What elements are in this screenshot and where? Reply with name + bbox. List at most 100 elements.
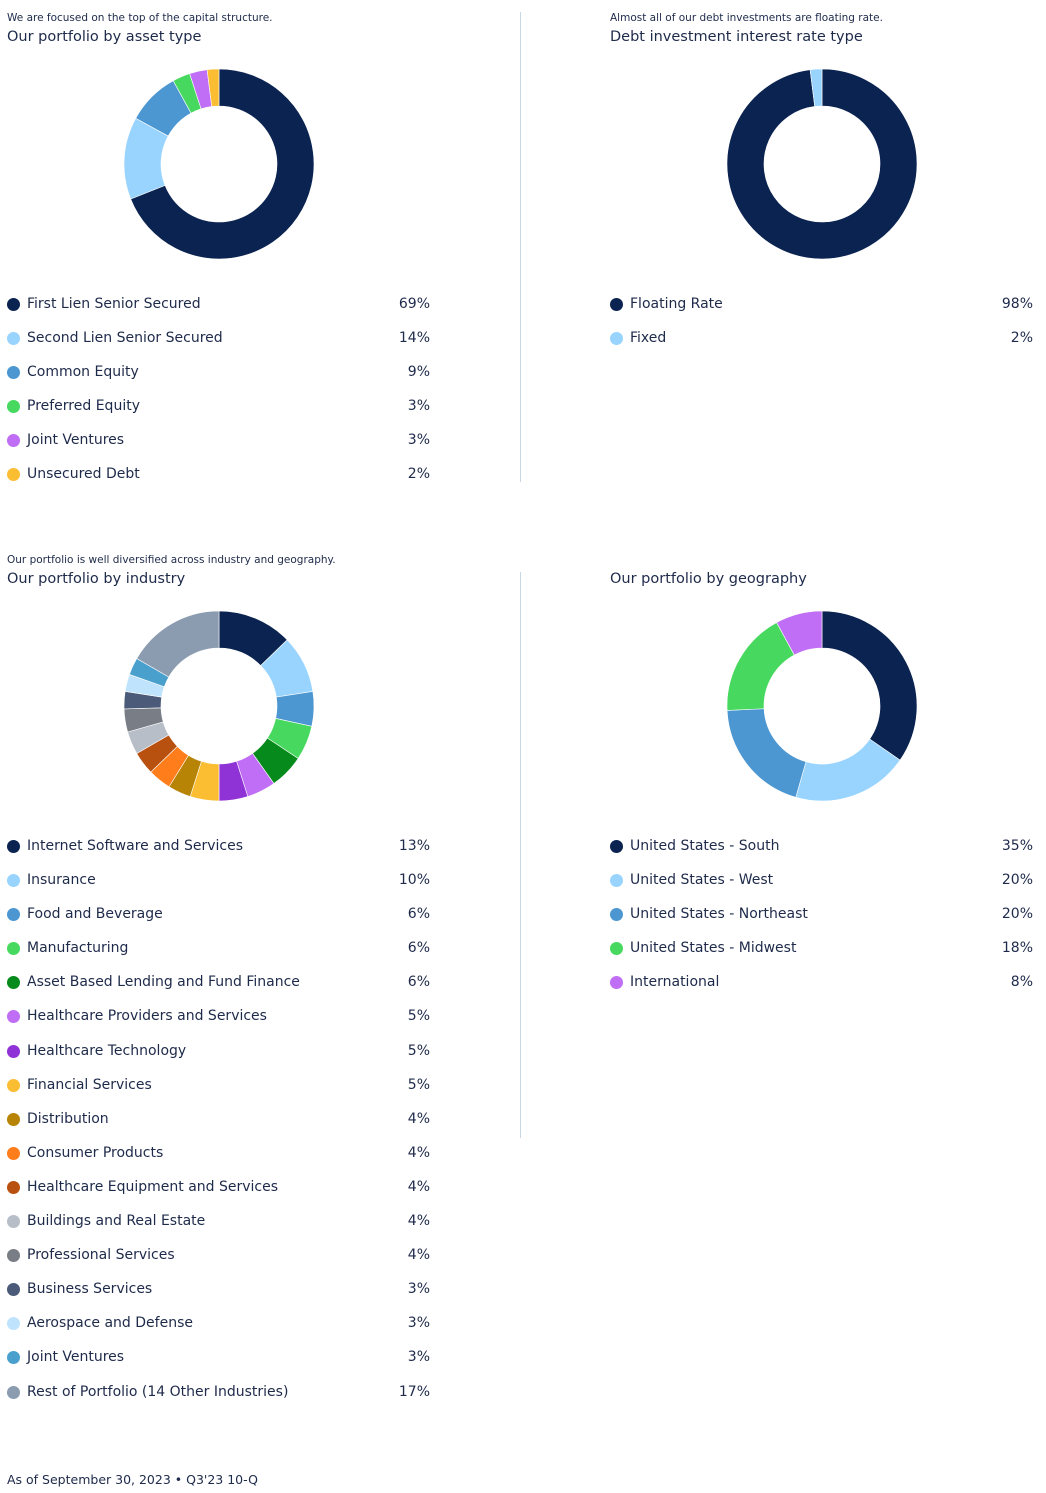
legend-item[interactable]: Asset Based Lending and Fund Finance 6% bbox=[7, 972, 430, 1006]
industry-panel: Our portfolio is well diversified across… bbox=[7, 552, 433, 1400]
legend-item[interactable]: United States - West 20% bbox=[610, 870, 1033, 904]
legend-swatch bbox=[7, 1112, 20, 1126]
legend-item[interactable]: Financial Services 5% bbox=[7, 1075, 430, 1109]
legend-label: First Lien Senior Secured bbox=[27, 296, 201, 312]
donut-slice-united-states-northeast[interactable] bbox=[726, 708, 807, 798]
legend-value: 5% bbox=[407, 1008, 430, 1025]
legend-item[interactable]: United States - Midwest 18% bbox=[610, 938, 1033, 972]
legend-label: Second Lien Senior Secured bbox=[27, 330, 223, 347]
legend-value: 4% bbox=[407, 1213, 430, 1230]
legend-swatch bbox=[7, 298, 20, 311]
legend-item[interactable]: Distribution 4% bbox=[7, 1109, 430, 1143]
legend-item[interactable]: Consumer Products 4% bbox=[7, 1143, 430, 1177]
legend-swatch bbox=[7, 942, 20, 956]
legend-label: International bbox=[630, 974, 720, 991]
legend-item[interactable]: Floating Rate 98% bbox=[610, 294, 1033, 328]
legend-label: Food and Beverage bbox=[27, 906, 163, 923]
legend-swatch bbox=[7, 332, 20, 346]
footer-note: As of September 30, 2023 • Q3'23 10-Q bbox=[7, 1472, 258, 1487]
legend-item[interactable]: Rest of Portfolio (14 Other Industries) 1… bbox=[7, 1382, 430, 1416]
legend-value: 4% bbox=[407, 1110, 430, 1127]
legend-value: 6% bbox=[407, 906, 430, 923]
panel-divider bbox=[520, 572, 521, 1138]
legend-item[interactable]: Common Equity 9% bbox=[7, 362, 430, 396]
legend-swatch bbox=[7, 874, 20, 888]
legend-label: Common Equity bbox=[27, 364, 139, 381]
legend-value: 3% bbox=[407, 1349, 430, 1366]
legend-value: 6% bbox=[407, 974, 430, 991]
legend-value: 6% bbox=[407, 940, 430, 957]
legend-value: 17% bbox=[398, 1383, 430, 1400]
donut-slice-floating-rate[interactable] bbox=[726, 68, 918, 260]
legend-label: Fixed bbox=[630, 330, 667, 347]
legend-item[interactable]: Fixed 2% bbox=[610, 328, 1033, 362]
legend-item[interactable]: Manufacturing 6% bbox=[7, 938, 430, 972]
legend-item[interactable]: Insurance 10% bbox=[7, 870, 430, 904]
legend-label: Asset Based Lending and Fund Finance bbox=[27, 974, 300, 991]
legend-item[interactable]: United States - Northeast 20% bbox=[610, 904, 1033, 938]
legend-swatch bbox=[7, 1249, 20, 1263]
legend-swatch bbox=[7, 468, 20, 482]
legend-value: 8% bbox=[1010, 974, 1033, 991]
legend-item[interactable]: Joint Ventures 3% bbox=[7, 430, 430, 464]
legend-value: 2% bbox=[1010, 330, 1033, 347]
legend-item[interactable]: Healthcare Providers and Services 5% bbox=[7, 1006, 430, 1040]
donut-slice-rest-of-portfolio-14-other-industries[interactable] bbox=[136, 610, 220, 678]
chart-subtitle: Almost all of our debt investments are f… bbox=[610, 12, 883, 24]
legend-swatch bbox=[610, 942, 623, 956]
legend-item[interactable]: Preferred Equity 3% bbox=[7, 396, 430, 430]
legend-value: 9% bbox=[407, 364, 430, 381]
donut-slice-international[interactable] bbox=[776, 610, 823, 656]
geography-panel: Our portfolio by geography United States… bbox=[610, 552, 1036, 990]
donut-slice-unsecured-debt[interactable] bbox=[206, 68, 220, 107]
legend-label: United States - South bbox=[630, 838, 780, 854]
legend-value: 2% bbox=[407, 466, 430, 483]
legend-item[interactable]: Second Lien Senior Secured 14% bbox=[7, 328, 430, 362]
legend-label: Healthcare Technology bbox=[27, 1042, 187, 1059]
legend-item[interactable]: Healthcare Technology 5% bbox=[7, 1041, 430, 1075]
legend-item[interactable]: First Lien Senior Secured 69% bbox=[7, 294, 430, 328]
donut-slice-first-lien-senior-secured[interactable] bbox=[130, 68, 315, 260]
legend-label: Healthcare Providers and Services bbox=[27, 1008, 267, 1025]
legend-value: 20% bbox=[1001, 906, 1033, 923]
legend-item[interactable]: United States - South 35% bbox=[610, 836, 1033, 870]
legend-label: Preferred Equity bbox=[27, 398, 140, 415]
legend-swatch bbox=[7, 1351, 20, 1365]
legend-item[interactable]: Joint Ventures 3% bbox=[7, 1347, 430, 1381]
legend-swatch bbox=[610, 874, 623, 888]
legend-label: Internet Software and Services bbox=[27, 838, 244, 854]
legend-value: 14% bbox=[398, 330, 430, 347]
legend-value: 20% bbox=[1001, 872, 1033, 889]
legend-item[interactable]: International 8% bbox=[610, 972, 1033, 1006]
chart-title: Our portfolio by geography bbox=[610, 571, 807, 587]
legend-swatch bbox=[7, 976, 20, 990]
donut-slice-fixed[interactable] bbox=[809, 68, 823, 107]
chart-subtitle: We are focused on the top of the capital… bbox=[7, 12, 273, 24]
legend-item[interactable]: Healthcare Equipment and Services 4% bbox=[7, 1177, 430, 1211]
legend-item[interactable]: Food and Beverage 6% bbox=[7, 904, 430, 938]
legend-swatch bbox=[7, 1317, 20, 1331]
chart-legend: United States - South 35% United States - … bbox=[610, 836, 1033, 1006]
legend-swatch bbox=[7, 1010, 20, 1024]
legend-swatch bbox=[610, 976, 623, 990]
legend-item[interactable]: Internet Software and Services 13% bbox=[7, 836, 430, 870]
legend-label: Consumer Products bbox=[27, 1144, 164, 1161]
legend-item[interactable]: Aerospace and Defense 3% bbox=[7, 1313, 430, 1347]
chart-legend: First Lien Senior Secured 69% Second Lien … bbox=[7, 294, 430, 499]
legend-item[interactable]: Business Services 3% bbox=[7, 1279, 430, 1313]
asset-type-panel: We are focused on the top of the capital… bbox=[7, 10, 433, 482]
legend-swatch bbox=[7, 1283, 20, 1297]
donut-chart bbox=[720, 62, 924, 266]
legend-swatch bbox=[7, 1044, 20, 1058]
legend-label: Insurance bbox=[27, 872, 96, 889]
legend-label: Rest of Portfolio (14 Other Industries) bbox=[27, 1383, 289, 1400]
donut-slice-united-states-south[interactable] bbox=[821, 610, 918, 761]
legend-item[interactable]: Professional Services 4% bbox=[7, 1245, 430, 1279]
legend-item[interactable]: Unsecured Debt 2% bbox=[7, 464, 430, 498]
legend-swatch bbox=[610, 332, 623, 346]
legend-swatch bbox=[610, 298, 623, 311]
legend-swatch bbox=[610, 840, 623, 853]
legend-item[interactable]: Buildings and Real Estate 4% bbox=[7, 1211, 430, 1245]
legend-value: 3% bbox=[407, 1315, 430, 1332]
legend-swatch bbox=[7, 1215, 20, 1229]
